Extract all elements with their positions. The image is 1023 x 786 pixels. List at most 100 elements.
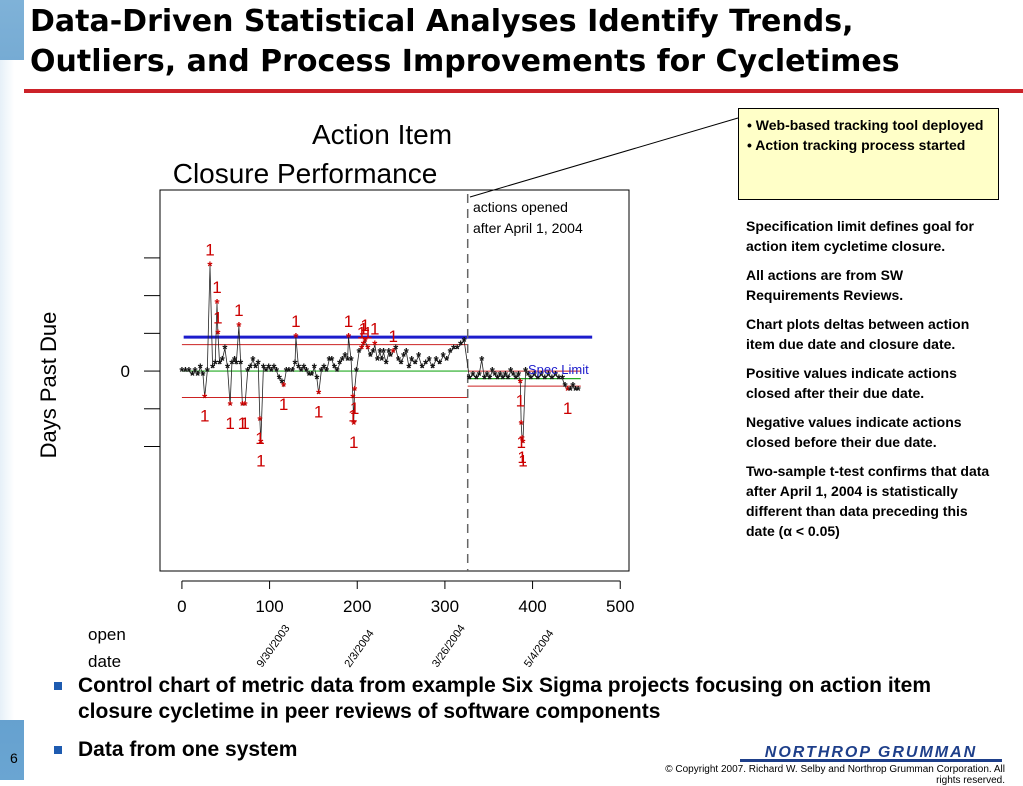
data-point-marker: * xyxy=(319,364,325,379)
data-point-marker: * xyxy=(401,349,407,364)
data-point-marker: * xyxy=(266,360,272,375)
split-annotation-line1: actions opened xyxy=(473,199,568,215)
data-point-marker: * xyxy=(277,372,283,387)
callout-box: • Web-based tracking tool deployed • Act… xyxy=(738,108,999,200)
chart-title-line2: Closure Performance xyxy=(173,158,438,189)
data-point-marker: * xyxy=(434,353,440,368)
slide-title: Data-Driven Statistical Analyses Identif… xyxy=(30,2,1020,82)
data-point-marker: * xyxy=(484,368,490,383)
data-point-marker: * xyxy=(217,357,223,372)
data-point-marker: * xyxy=(301,360,307,375)
data-point-marker: * xyxy=(519,417,525,432)
bullet-list: Control chart of metric data from exampl… xyxy=(54,673,954,775)
data-point-marker: * xyxy=(220,353,226,368)
data-point-marker: * xyxy=(200,368,206,383)
rule-violation-label: 1 xyxy=(516,391,525,410)
data-point-marker: * xyxy=(356,345,362,360)
rule-violation-label: 1 xyxy=(348,406,357,425)
data-point-marker: * xyxy=(261,360,267,375)
data-point-marker: * xyxy=(179,364,185,379)
data-point-marker: * xyxy=(498,368,504,383)
data-point-marker: * xyxy=(451,341,457,356)
data-point-marker: * xyxy=(238,357,244,372)
data-point-marker: * xyxy=(409,353,415,368)
data-point-marker: * xyxy=(329,353,335,368)
data-point-marker: * xyxy=(539,368,545,383)
date-tick-label: 3/26/2004 xyxy=(430,623,468,670)
rule-violation-label: 1 xyxy=(518,452,527,471)
plot-frame xyxy=(159,189,630,572)
data-point-marker: * xyxy=(210,360,216,375)
bullet-item: Data from one system xyxy=(54,737,954,763)
data-point-marker: * xyxy=(470,368,476,383)
rule-violation-label: 1 xyxy=(359,320,368,339)
data-point-marker: * xyxy=(526,368,532,383)
data-point-marker: * xyxy=(349,353,355,368)
data-point-marker: * xyxy=(324,364,330,379)
data-point-marker: * xyxy=(406,360,412,375)
data-point-marker: * xyxy=(553,368,559,383)
data-point-marker: * xyxy=(248,360,254,375)
data-point-marker: * xyxy=(462,334,468,349)
note-ttest: Two-sample t-test confirms that data aft… xyxy=(746,463,990,539)
x-tick-label: 400 xyxy=(518,597,546,616)
data-point-marker: * xyxy=(379,353,385,368)
split-annotation-line2: after April 1, 2004 xyxy=(473,220,583,236)
data-point-marker: * xyxy=(250,353,256,368)
logo-text: NORTHROP GRUMMAN xyxy=(765,744,977,761)
data-point-marker: * xyxy=(190,368,196,383)
slide-title-line2: Outliers, and Process Improvements for C… xyxy=(30,44,900,79)
data-point-marker: * xyxy=(487,372,493,387)
rule-violation-label: 1 xyxy=(212,278,221,297)
data-point-marker: * xyxy=(346,330,352,345)
data-point-marker: * xyxy=(214,296,220,311)
data-point-marker: * xyxy=(293,330,299,345)
data-point-marker: * xyxy=(370,345,376,360)
data-point-marker: * xyxy=(304,364,310,379)
data-point-marker: * xyxy=(232,353,238,368)
data-point-marker: * xyxy=(309,368,315,383)
rule-violation-label: 1 xyxy=(200,406,209,425)
data-point-marker: * xyxy=(245,364,251,379)
callout-line2: • Action tracking process started xyxy=(747,137,966,153)
data-point-marker: * xyxy=(399,357,405,372)
data-point-marker: * xyxy=(225,360,231,375)
date-tick-label: 9/30/2003 xyxy=(255,623,293,670)
date-tick-label: 2/3/2004 xyxy=(342,628,376,670)
copyright-notice: © Copyright 2007. Richard W. Selby and N… xyxy=(665,764,1005,786)
data-point-marker: * xyxy=(306,368,312,383)
data-point-marker: * xyxy=(228,398,234,413)
data-point-marker: * xyxy=(396,353,402,368)
x-tick-label: 200 xyxy=(343,597,371,616)
data-point-marker: * xyxy=(556,372,562,387)
data-point-marker: * xyxy=(513,372,519,387)
data-point-marker: * xyxy=(520,436,526,451)
data-point-marker: * xyxy=(312,360,318,375)
data-point-marker: * xyxy=(274,364,280,379)
callout-line1: • Web-based tracking tool deployed xyxy=(747,117,984,133)
rule-violation-label: 1 xyxy=(370,320,379,339)
data-point-marker: * xyxy=(321,360,327,375)
data-point-marker: * xyxy=(568,383,574,398)
data-point-marker: * xyxy=(316,387,322,402)
data-point-marker: * xyxy=(352,383,358,398)
data-point-marker: * xyxy=(342,349,348,364)
data-point-marker: * xyxy=(299,364,305,379)
data-point-marker: * xyxy=(372,338,378,353)
data-point-marker: * xyxy=(296,360,302,375)
bullet-text: Control chart of metric data from exampl… xyxy=(78,674,932,723)
data-point-marker: * xyxy=(253,360,259,375)
data-point-marker: * xyxy=(240,398,246,413)
rule-violation-label: 1 xyxy=(388,327,397,346)
bullet-text: Data from one system xyxy=(78,738,298,761)
data-point-marker: * xyxy=(455,341,461,356)
data-point-marker: * xyxy=(518,375,524,390)
y-axis-label: Days Past Due xyxy=(36,312,61,459)
data-point-marker: * xyxy=(437,357,443,372)
data-point-marker: * xyxy=(528,372,534,387)
data-point-marker: * xyxy=(335,364,341,379)
rule-violation-label: 1 xyxy=(516,433,525,452)
rule-violation-label: 1 xyxy=(363,323,372,342)
x-tick-label: 300 xyxy=(431,597,459,616)
data-point-marker: * xyxy=(495,372,501,387)
